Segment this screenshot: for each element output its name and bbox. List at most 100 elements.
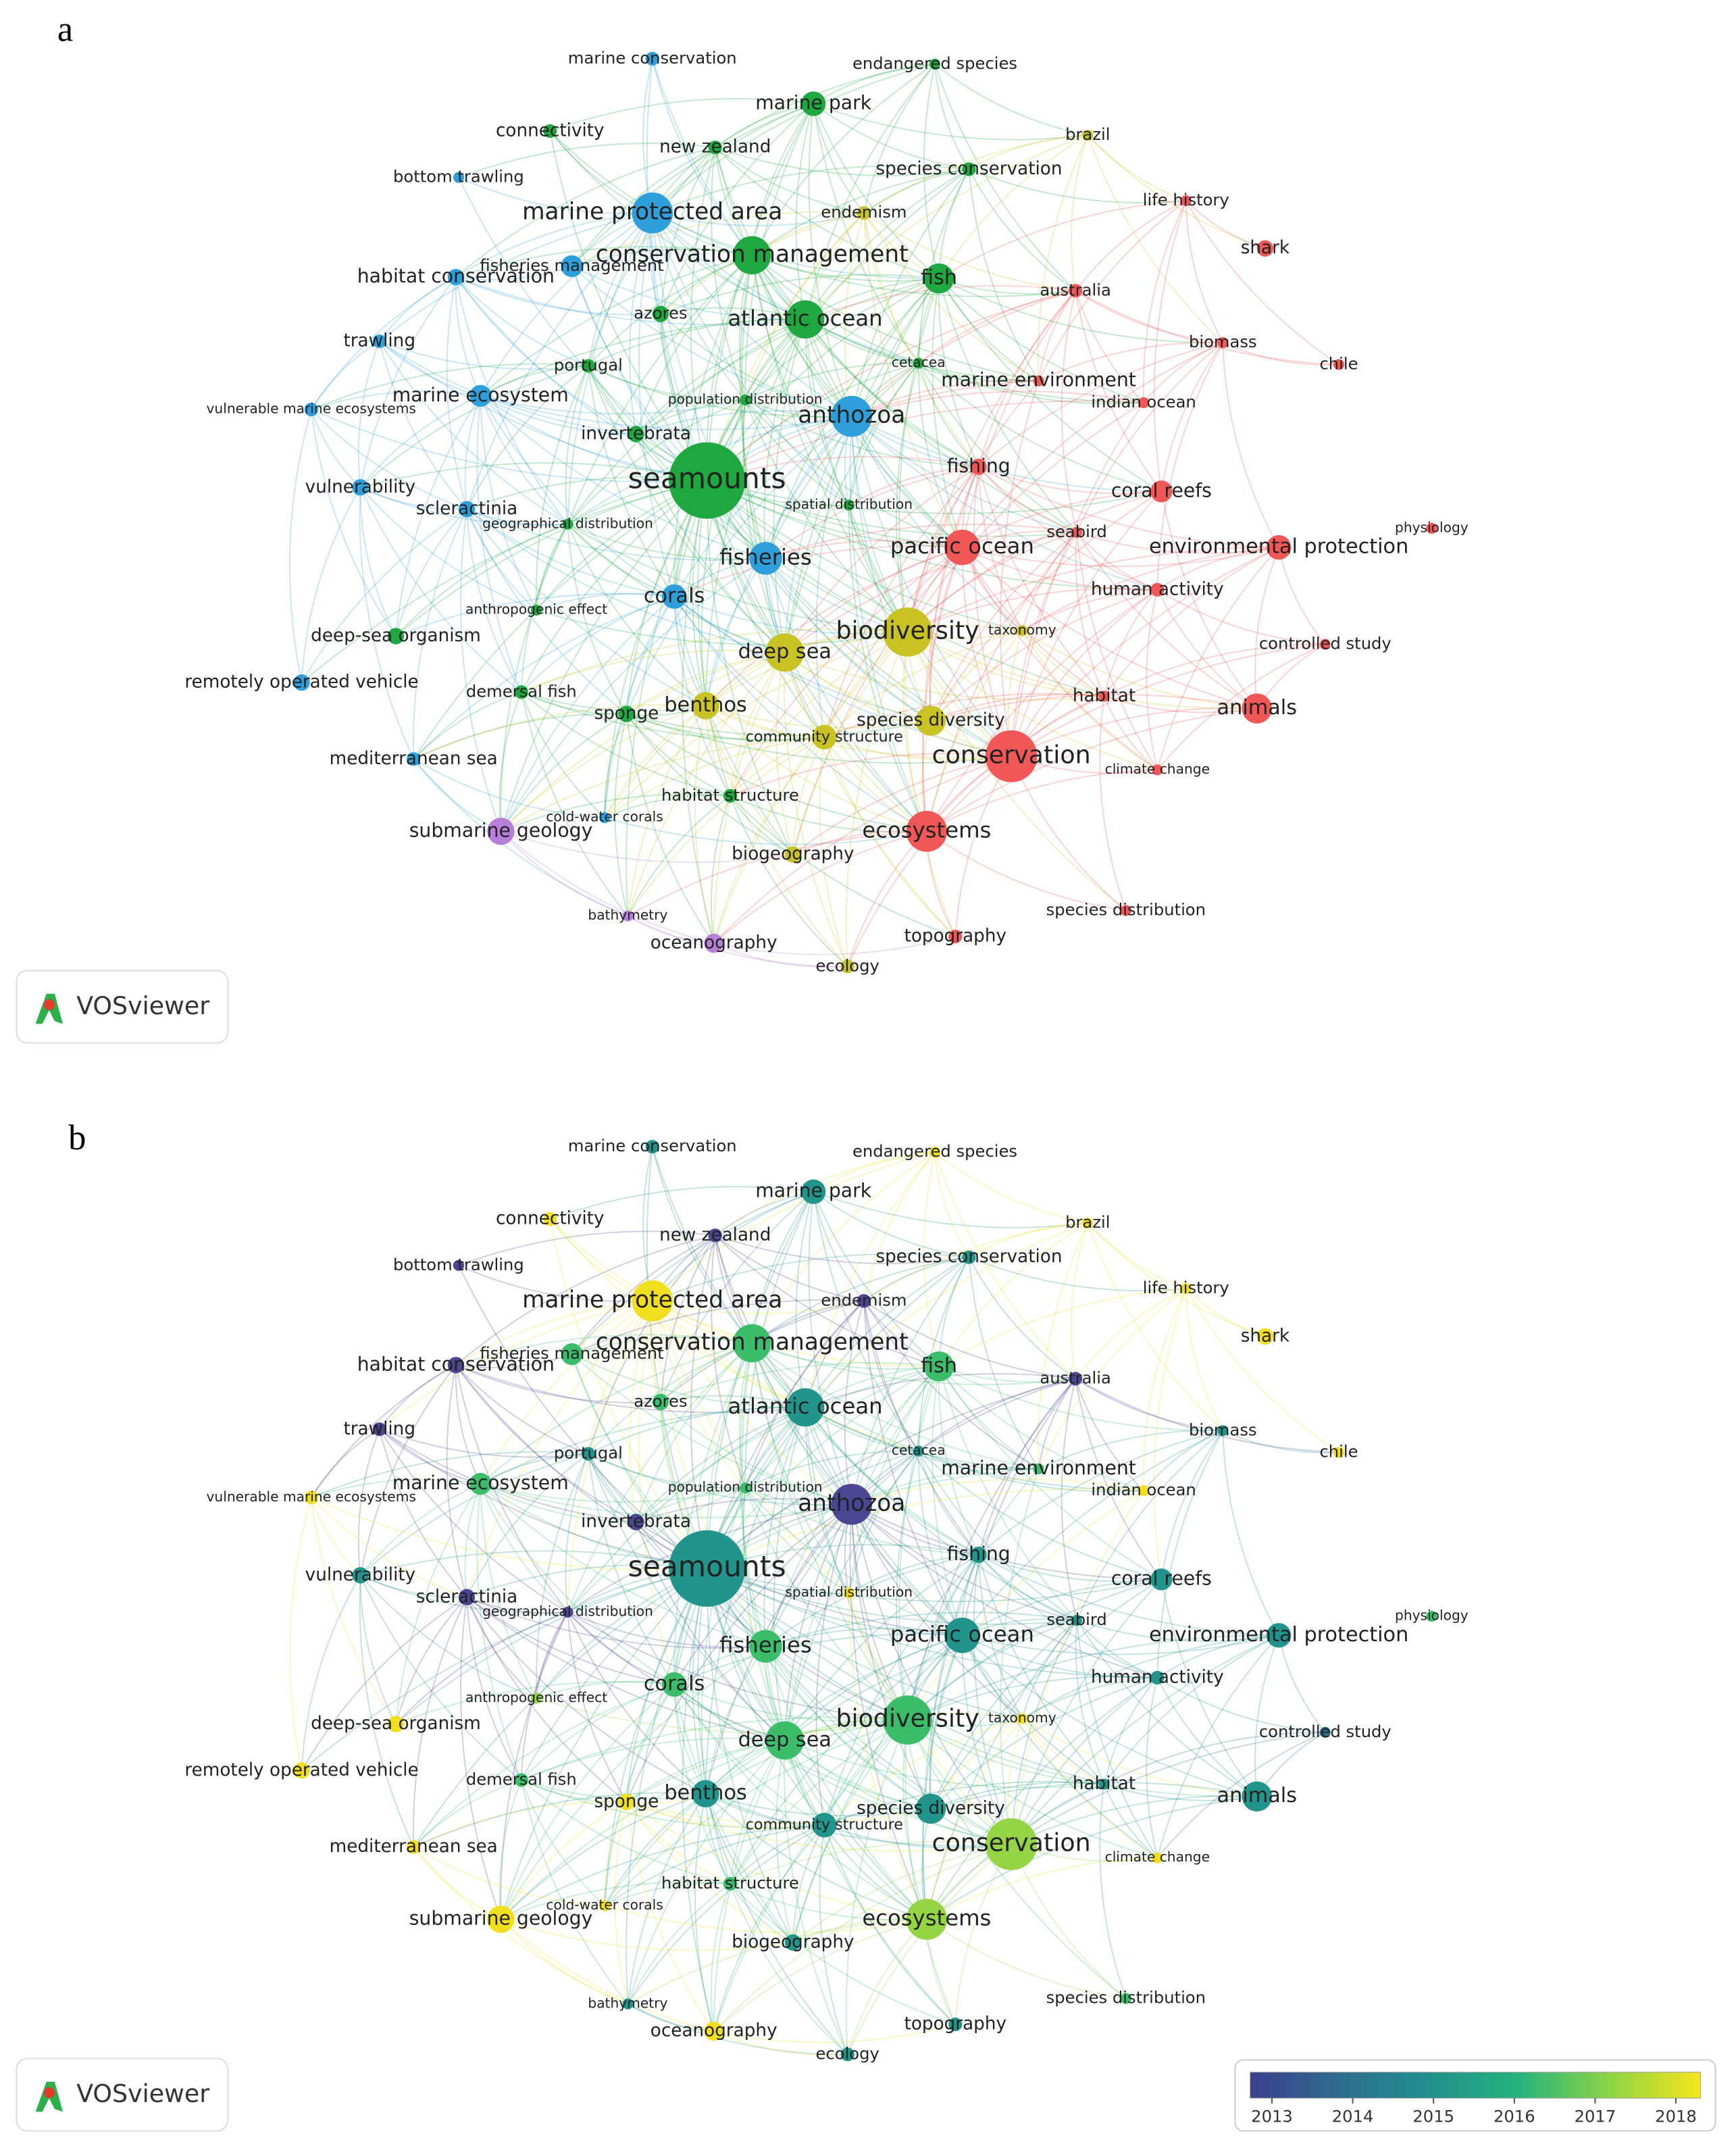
edge <box>938 169 970 279</box>
edge <box>711 1235 746 1489</box>
edge <box>784 1554 979 1741</box>
edge <box>501 1881 731 1920</box>
edge <box>813 103 865 214</box>
logo: VOSviewer <box>16 2057 229 2132</box>
edge <box>360 1574 467 1598</box>
edge <box>973 466 1012 757</box>
edge <box>536 1697 908 1734</box>
node-label: cetacea <box>892 1442 946 1458</box>
node-label: submarine geology <box>409 819 593 841</box>
node <box>923 1351 954 1382</box>
edge <box>813 103 969 170</box>
edge <box>588 318 806 367</box>
edge <box>1021 630 1257 709</box>
edge <box>850 1504 909 1721</box>
edge <box>819 736 848 967</box>
edge <box>604 651 786 818</box>
edge <box>360 1574 568 1614</box>
edge <box>1222 1430 1279 1636</box>
edge <box>1011 402 1144 757</box>
edge <box>480 1483 636 1523</box>
edge <box>549 1218 806 1408</box>
edge <box>652 1300 865 1315</box>
node <box>1150 480 1173 503</box>
edge <box>413 1846 628 2005</box>
node <box>843 499 854 511</box>
node-label: human activity <box>1091 579 1224 599</box>
edge <box>907 1676 1158 1721</box>
edge <box>660 147 716 314</box>
edge <box>673 596 794 855</box>
edge <box>588 1453 766 1647</box>
edge <box>1000 1468 1040 1845</box>
edge <box>567 1407 806 1613</box>
edge <box>863 1301 919 1452</box>
node <box>293 1762 310 1779</box>
edge <box>480 254 752 397</box>
edge <box>604 1882 731 1907</box>
edge <box>458 1265 708 1570</box>
edge <box>395 1681 675 1725</box>
edge <box>651 1146 752 1344</box>
edge <box>706 1568 1012 1845</box>
edge <box>480 395 569 525</box>
edge <box>744 1300 865 1489</box>
edge <box>571 1353 852 1505</box>
edge <box>1156 589 1258 709</box>
edge <box>413 1684 675 1848</box>
edge <box>1038 200 1187 382</box>
edge <box>805 1256 969 1408</box>
node-label: fisheries <box>719 1632 812 1658</box>
edge <box>954 1843 1012 2025</box>
node-label: anthropogenic effect <box>465 1689 607 1705</box>
edge <box>466 1597 627 1803</box>
edge <box>673 596 927 832</box>
edge <box>805 319 963 548</box>
edge <box>455 1364 707 1570</box>
edge <box>626 713 825 741</box>
node-label: connectivity <box>496 1209 605 1229</box>
edge <box>706 480 794 855</box>
node-label: seamounts <box>628 463 786 496</box>
edge <box>466 509 537 611</box>
edge <box>907 1719 1158 1859</box>
edge <box>626 651 785 715</box>
edge <box>455 277 482 397</box>
node <box>765 633 805 672</box>
edge <box>977 1555 1023 1720</box>
edge <box>1021 589 1158 632</box>
edge <box>705 547 963 707</box>
node-label: biodiversity <box>836 616 979 645</box>
node <box>372 1422 386 1436</box>
node <box>708 141 722 155</box>
edge <box>1011 1634 1279 1845</box>
edge <box>1021 630 1104 697</box>
edge <box>765 1611 1077 1647</box>
edge <box>567 523 766 560</box>
node-label: seabird <box>1046 522 1106 541</box>
edge <box>751 255 852 417</box>
edge <box>713 2024 956 2043</box>
edge <box>359 1453 589 1576</box>
node <box>708 1228 722 1243</box>
edge <box>652 212 806 320</box>
edge <box>850 416 1023 632</box>
edge <box>765 466 979 559</box>
edge <box>700 1487 746 1794</box>
edge <box>626 1503 852 1803</box>
edge <box>1021 1677 1158 1720</box>
edge <box>627 1918 927 2005</box>
edge <box>571 1234 716 1355</box>
edge <box>751 1343 940 1370</box>
edge <box>626 1801 794 1943</box>
edge <box>627 1740 786 2005</box>
edge <box>1103 589 1158 697</box>
node-label: sponge <box>594 703 659 724</box>
node <box>407 752 421 766</box>
edge <box>705 705 848 967</box>
edge <box>1103 1677 1158 1784</box>
node-label: population distribution <box>668 1479 823 1495</box>
edge <box>1103 547 1279 697</box>
edge <box>357 1428 380 1576</box>
edge <box>604 1801 628 1906</box>
